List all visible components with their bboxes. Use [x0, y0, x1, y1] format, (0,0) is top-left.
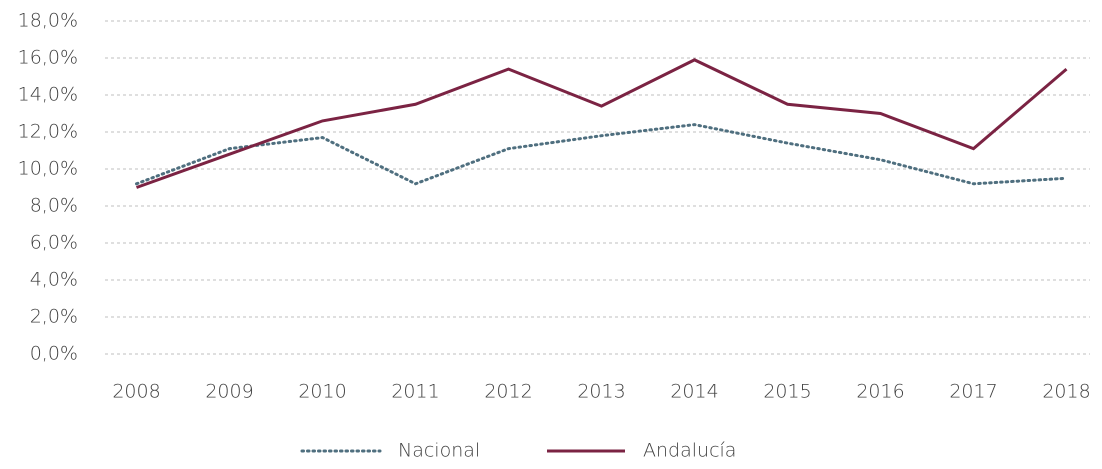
y-tick-label: 16,0% — [18, 47, 78, 69]
x-tick-label: 2011 — [391, 381, 439, 403]
x-tick-label: 2014 — [670, 381, 718, 403]
y-tick-label: 12,0% — [18, 121, 78, 143]
x-tick-label: 2013 — [577, 381, 625, 403]
x-tick-label: 2017 — [949, 381, 997, 403]
x-tick-label: 2009 — [205, 381, 253, 403]
y-tick-label: 4,0% — [30, 269, 78, 291]
legend-label: Andalucía — [643, 440, 736, 462]
x-tick-label: 2015 — [763, 381, 811, 403]
series-line — [135, 58, 1068, 189]
y-tick-label: 8,0% — [30, 195, 78, 217]
x-tick-label: 2008 — [112, 381, 160, 403]
x-tick-label: 2018 — [1042, 381, 1090, 403]
y-tick-label: 2,0% — [30, 306, 78, 328]
y-tick-label: 0,0% — [30, 343, 78, 365]
x-tick-label: 2012 — [484, 381, 532, 403]
series-line — [135, 123, 1068, 186]
y-tick-label: 6,0% — [30, 232, 78, 254]
x-tick-label: 2016 — [856, 381, 904, 403]
y-tick-label: 14,0% — [18, 84, 78, 106]
legend-label: Nacional — [398, 440, 480, 462]
x-tick-label: 2010 — [298, 381, 346, 403]
y-tick-label: 10,0% — [18, 158, 78, 180]
y-tick-label: 18,0% — [18, 10, 78, 32]
